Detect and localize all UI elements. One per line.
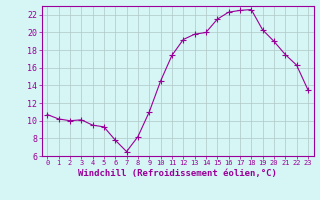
X-axis label: Windchill (Refroidissement éolien,°C): Windchill (Refroidissement éolien,°C)	[78, 169, 277, 178]
